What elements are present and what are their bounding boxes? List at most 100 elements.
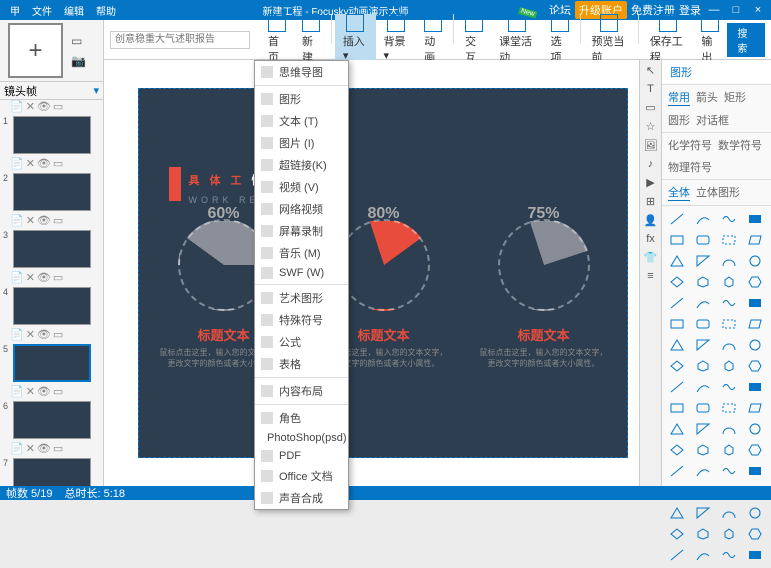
insert-item-14[interactable]: 内容布局: [255, 380, 348, 402]
vtool-10[interactable]: 👕: [644, 251, 658, 264]
insert-item-12[interactable]: 公式: [255, 331, 348, 353]
vtool-6[interactable]: ▶: [646, 176, 654, 189]
shape-21[interactable]: [692, 315, 714, 333]
ribbon-btn-3[interactable]: 背景 ▾: [376, 14, 417, 65]
shape-34[interactable]: [718, 378, 740, 396]
shape-51[interactable]: [744, 462, 766, 480]
thumb-tab-frames[interactable]: 镜头帧: [4, 83, 37, 99]
ribbon-btn-5[interactable]: 交互: [457, 14, 491, 65]
shape-7[interactable]: [744, 231, 766, 249]
insert-item-6[interactable]: 网络视频: [255, 198, 348, 220]
ribbon-btn-10[interactable]: 输出: [693, 14, 727, 65]
shape-56[interactable]: [666, 504, 688, 522]
shape-66[interactable]: [718, 546, 740, 564]
shape-28[interactable]: [666, 357, 688, 375]
shape-24[interactable]: [666, 336, 688, 354]
shape-5[interactable]: [692, 231, 714, 249]
shape-65[interactable]: [692, 546, 714, 564]
shape-26[interactable]: [718, 336, 740, 354]
shape-60[interactable]: [666, 525, 688, 543]
shape-35[interactable]: [744, 378, 766, 396]
ribbon-btn-6[interactable]: New课堂活动: [491, 14, 543, 65]
shape-17[interactable]: [692, 294, 714, 312]
shape-27[interactable]: [744, 336, 766, 354]
insert-item-13[interactable]: 表格: [255, 353, 348, 375]
thumb-6[interactable]: [13, 401, 91, 439]
shape-14[interactable]: [718, 273, 740, 291]
shape-37[interactable]: [692, 399, 714, 417]
slide[interactable]: 具体工情况 WORK RE 60%标题文本鼠标点击这里，输入您的文本文字，更改文…: [138, 88, 628, 458]
thumb-7[interactable]: [13, 458, 91, 486]
shape-8[interactable]: [666, 252, 688, 270]
ribbon-btn-7[interactable]: 选项: [543, 14, 577, 65]
shape-67[interactable]: [744, 546, 766, 564]
insert-item-18[interactable]: Office 文档: [255, 465, 348, 487]
canvas[interactable]: 具体工情况 WORK RE 60%标题文本鼠标点击这里，输入您的文本文字，更改文…: [104, 60, 661, 486]
shape-39[interactable]: [744, 399, 766, 417]
vtool-7[interactable]: ⊞: [646, 195, 655, 208]
shape-15[interactable]: [744, 273, 766, 291]
insert-item-19[interactable]: 声音合成: [255, 487, 348, 509]
shape-2[interactable]: [718, 210, 740, 228]
shape-1[interactable]: [692, 210, 714, 228]
vtool-3[interactable]: ☆: [646, 120, 656, 133]
thumb-2[interactable]: [13, 173, 91, 211]
menu-edit[interactable]: 编辑: [58, 3, 90, 18]
shape-19[interactable]: [744, 294, 766, 312]
insert-item-8[interactable]: 音乐 (M): [255, 242, 348, 264]
shape-tab[interactable]: 矩形: [724, 89, 746, 106]
shape-38[interactable]: [718, 399, 740, 417]
shape-9[interactable]: [692, 252, 714, 270]
insert-item-1[interactable]: 图形: [255, 88, 348, 110]
shape-41[interactable]: [692, 420, 714, 438]
shape-45[interactable]: [692, 441, 714, 459]
vtool-9[interactable]: fx: [646, 233, 655, 245]
rect-icon[interactable]: ▭: [71, 34, 86, 48]
shape-47[interactable]: [744, 441, 766, 459]
shape-23[interactable]: [744, 315, 766, 333]
shape-tab[interactable]: 数学符号: [718, 137, 762, 153]
insert-item-15[interactable]: 角色: [255, 407, 348, 429]
menu-file[interactable]: 文件: [26, 3, 58, 18]
vtool-2[interactable]: ▭: [645, 101, 655, 114]
shape-16[interactable]: [666, 294, 688, 312]
shape-10[interactable]: [718, 252, 740, 270]
shape-63[interactable]: [744, 525, 766, 543]
max-button[interactable]: □: [727, 4, 745, 16]
vtool-0[interactable]: ↖: [646, 64, 655, 77]
shape-57[interactable]: [692, 504, 714, 522]
shape-tab[interactable]: 常用: [668, 89, 690, 106]
camera-icon[interactable]: 📷: [71, 54, 86, 68]
template-search-input[interactable]: [110, 31, 250, 49]
insert-item-3[interactable]: 图片 (I): [255, 132, 348, 154]
shape-11[interactable]: [744, 252, 766, 270]
shape-tab[interactable]: 箭头: [696, 89, 718, 106]
insert-item-10[interactable]: 艺术图形: [255, 287, 348, 309]
shape-3[interactable]: [744, 210, 766, 228]
shape-tab[interactable]: 立体图形: [696, 184, 740, 201]
shape-25[interactable]: [692, 336, 714, 354]
vtool-11[interactable]: ≡: [647, 270, 653, 282]
ribbon-btn-9[interactable]: 保存工程: [642, 14, 694, 65]
insert-item-11[interactable]: 特殊符号: [255, 309, 348, 331]
shape-33[interactable]: [692, 378, 714, 396]
thumb-1[interactable]: [13, 116, 91, 154]
shape-36[interactable]: [666, 399, 688, 417]
ribbon-btn-1[interactable]: 新建: [294, 14, 328, 65]
insert-item-16[interactable]: PhotoShop(psd): [255, 429, 348, 447]
thumb-4[interactable]: [13, 287, 91, 325]
shape-40[interactable]: [666, 420, 688, 438]
shape-48[interactable]: [666, 462, 688, 480]
shape-64[interactable]: [666, 546, 688, 564]
shape-61[interactable]: [692, 525, 714, 543]
shape-12[interactable]: [666, 273, 688, 291]
ribbon-btn-0[interactable]: 首页: [260, 14, 294, 65]
shape-62[interactable]: [718, 525, 740, 543]
menu-help[interactable]: 帮助: [90, 3, 122, 18]
shape-59[interactable]: [744, 504, 766, 522]
shape-58[interactable]: [718, 504, 740, 522]
shape-32[interactable]: [666, 378, 688, 396]
insert-item-7[interactable]: 屏幕录制: [255, 220, 348, 242]
shape-46[interactable]: [718, 441, 740, 459]
vtool-4[interactable]: 🖼: [644, 139, 658, 152]
